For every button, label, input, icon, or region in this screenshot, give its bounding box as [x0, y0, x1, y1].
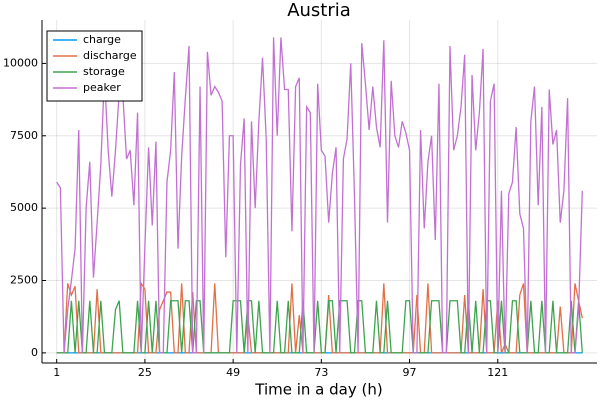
- legend-label: charge: [83, 33, 121, 46]
- x-tick-label: 25: [138, 366, 152, 379]
- chart-title: Austria: [287, 0, 351, 21]
- series-line: [56, 300, 583, 354]
- x-tick-label: 97: [403, 366, 417, 379]
- legend-label: peaker: [83, 81, 121, 94]
- x-tick-label: 49: [226, 366, 240, 379]
- x-axis-label: Time in a day (h): [254, 381, 382, 399]
- y-tick-label: 7500: [10, 129, 38, 142]
- y-tick-label: 10000: [3, 56, 38, 69]
- legend-label: discharge: [83, 49, 137, 62]
- legend-label: storage: [83, 65, 125, 78]
- legend-box: [46, 30, 143, 102]
- y-tick-label: 0: [31, 346, 38, 359]
- series-line: [56, 37, 583, 354]
- y-tick-label: 2500: [10, 274, 38, 287]
- x-tick-label: 121: [487, 366, 508, 379]
- x-tick-label: 1: [53, 366, 60, 379]
- series-line: [56, 281, 583, 354]
- x-tick-label: 73: [314, 366, 328, 379]
- y-tick-label: 5000: [10, 201, 38, 214]
